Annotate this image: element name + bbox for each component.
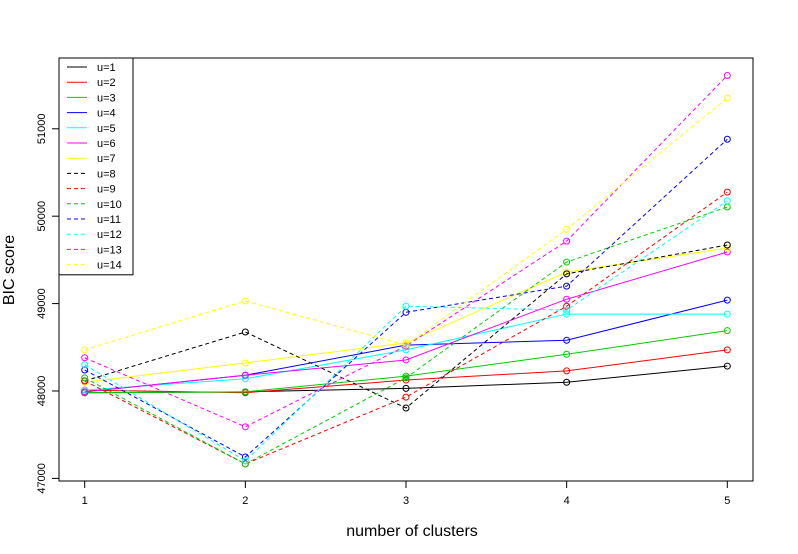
x-tick-label: 4	[564, 495, 570, 507]
data-point	[81, 374, 89, 382]
legend-label: u=2	[97, 77, 116, 89]
legend-label: u=14	[97, 260, 122, 272]
data-point	[563, 378, 571, 386]
legend-label: u=8	[97, 168, 116, 180]
series-line	[84, 97, 728, 351]
series-line	[84, 138, 728, 458]
series-line	[84, 191, 728, 465]
y-tick-label: 48000	[36, 376, 48, 407]
legend-label: u=7	[97, 153, 116, 165]
data-point	[241, 371, 249, 379]
data-point	[563, 237, 571, 245]
legend-label: u=10	[97, 199, 122, 211]
x-tick-label: 2	[242, 495, 248, 507]
data-point	[723, 296, 731, 304]
data-point	[563, 282, 571, 290]
data-point	[241, 388, 249, 396]
legend-label: u=1	[97, 62, 116, 74]
data-point	[402, 376, 410, 384]
y-tick-label: 50000	[36, 201, 48, 232]
data-point	[563, 225, 571, 233]
data-point	[81, 366, 89, 374]
data-point	[723, 203, 731, 211]
data-point	[563, 258, 571, 266]
data-point	[723, 94, 731, 102]
data-point	[723, 310, 731, 318]
legend-label: u=6	[97, 138, 116, 150]
y-axis-label: BIC score	[1, 235, 18, 305]
data-point	[723, 244, 731, 252]
data-point	[402, 404, 410, 412]
y-tick-label: 51000	[36, 113, 48, 144]
data-point	[563, 295, 571, 303]
legend-label: u=11	[97, 214, 121, 226]
data-point	[81, 361, 89, 369]
data-point	[723, 188, 731, 196]
legend-label: u=3	[97, 92, 116, 104]
data-point	[563, 306, 571, 314]
x-tick-label: 5	[724, 495, 730, 507]
y-tick-label: 49000	[36, 288, 48, 319]
data-point	[241, 460, 249, 468]
x-tick-label: 3	[403, 495, 409, 507]
data-point	[723, 346, 731, 354]
data-point	[241, 359, 249, 367]
data-point	[402, 346, 410, 354]
series-line	[84, 349, 728, 394]
data-point	[723, 362, 731, 370]
y-tick-label: 47000	[36, 463, 48, 494]
series-line	[84, 244, 728, 409]
series-line	[84, 313, 728, 391]
data-point	[723, 135, 731, 143]
data-point	[723, 248, 731, 256]
series-line	[84, 251, 728, 393]
data-point	[81, 346, 89, 354]
data-point	[723, 327, 731, 335]
x-tick-label: 1	[82, 495, 88, 507]
series-line	[84, 75, 728, 428]
series-line	[84, 206, 728, 465]
data-point	[241, 423, 249, 431]
legend-label: u=4	[97, 108, 116, 120]
data-point	[241, 328, 249, 336]
data-point	[241, 297, 249, 305]
data-point	[402, 393, 410, 401]
legend-label: u=13	[97, 244, 122, 256]
data-point	[402, 302, 410, 310]
data-point	[563, 336, 571, 344]
legend-label: u=5	[97, 123, 116, 135]
x-axis-label: number of clusters	[346, 523, 478, 540]
series-line	[84, 330, 728, 394]
data-point	[563, 270, 571, 278]
data-point	[563, 367, 571, 375]
data-point	[402, 374, 410, 382]
data-point	[241, 457, 249, 465]
data-point	[241, 453, 249, 461]
legend-label: u=9	[97, 184, 116, 196]
data-point	[563, 302, 571, 310]
data-point	[563, 350, 571, 358]
data-point	[402, 384, 410, 392]
data-point	[402, 341, 410, 349]
data-point	[81, 354, 89, 362]
legend: u=1 u=2 u=3 u=4 u=5 u=6 u=7 u=8 u=9 u=10 u=11 u=12 u…	[58, 57, 134, 276]
data-point	[81, 388, 89, 396]
legend-box	[58, 57, 134, 276]
data-point	[563, 310, 571, 318]
data-point	[723, 71, 731, 79]
data-point	[723, 241, 731, 249]
plot-box	[58, 57, 754, 482]
data-point	[402, 356, 410, 364]
legend-label: u=12	[97, 229, 122, 241]
data-point	[723, 197, 731, 205]
